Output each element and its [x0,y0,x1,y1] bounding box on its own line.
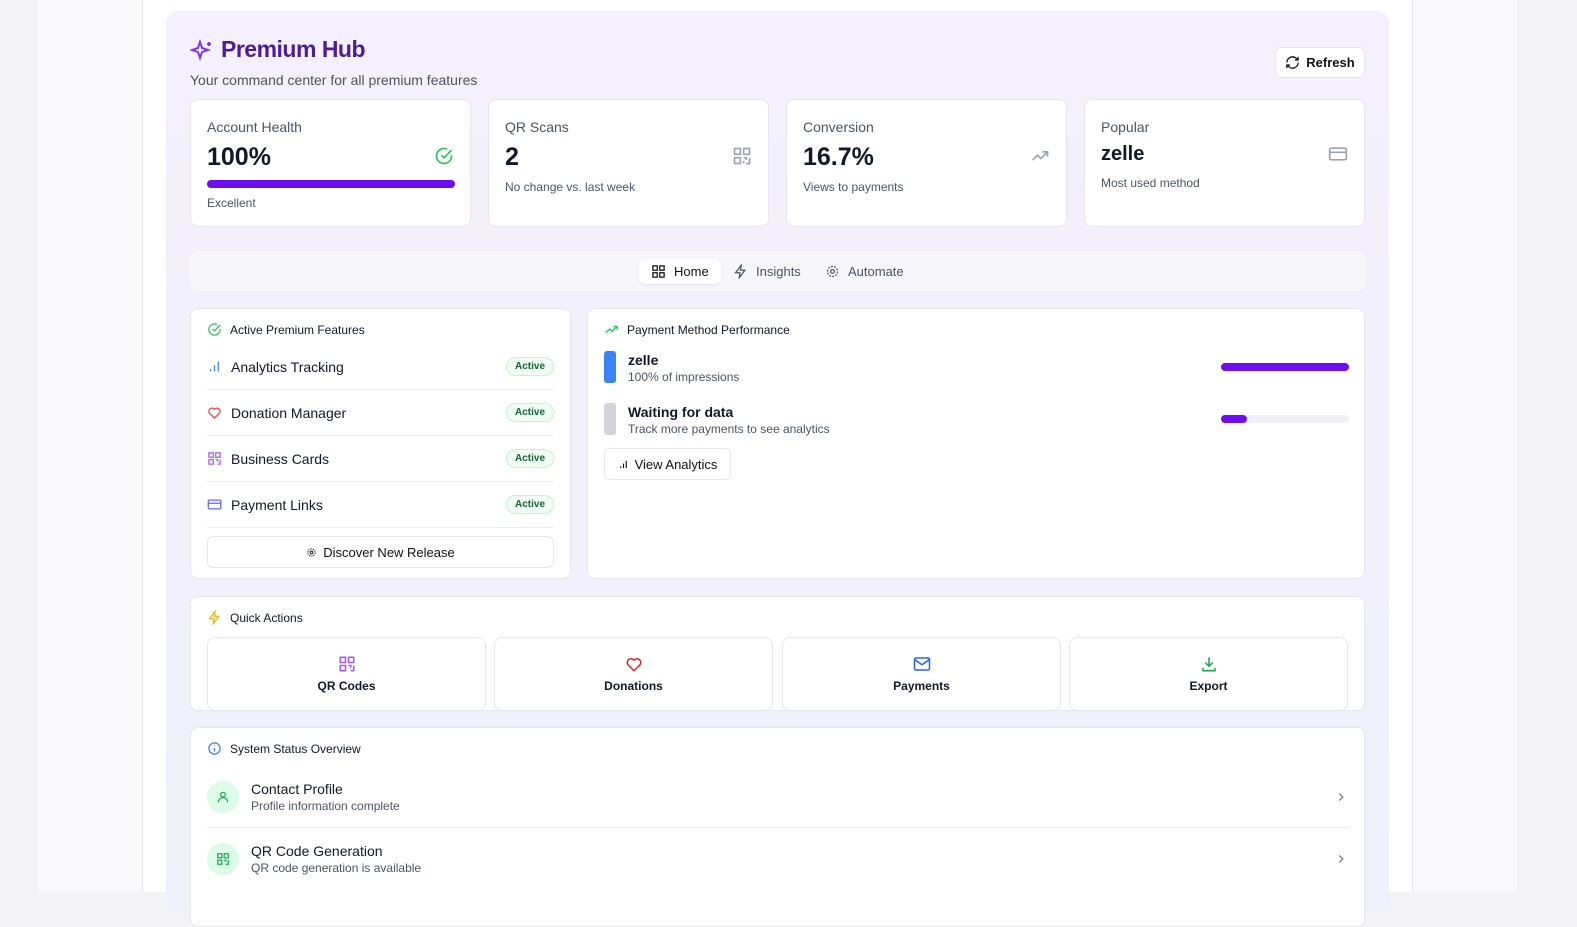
tab-label: Home [674,264,709,279]
stat-label: Conversion [803,119,874,135]
method-track [1221,415,1349,423]
action-button[interactable]: Donations [494,637,773,711]
qr-icon [733,147,751,165]
stat-value: zelle [1101,143,1145,165]
health-track [207,180,455,188]
refresh-label: Refresh [1306,55,1355,70]
panel-title-text: Active Premium Features [230,322,365,337]
action-label: QR Codes [317,679,376,693]
panel-title: System Status Overview [207,741,361,756]
status-badge: Active [505,403,554,422]
status-name: Contact Profile [251,781,343,797]
tab-label: Automate [848,264,904,279]
method-swatch [604,351,616,383]
trend-icon [1031,151,1049,161]
stat-label: Account Health [207,119,302,135]
method-name: Waiting for data [628,404,734,420]
analytics-button[interactable]: View Analytics [604,448,731,480]
sparkle-icon [190,39,212,62]
feature-row: Donation Manager Active [207,390,554,436]
feature-name: Business Cards [231,450,330,467]
stat-note: Most used method [1101,176,1200,190]
stat-value: 16.7% [803,143,874,171]
feature-name: Payment Links [231,496,323,513]
action-button[interactable]: Export [1069,637,1348,711]
method-detail: 100% of impressions [628,370,740,384]
stat-card: Account Health 100% Excellent [190,99,471,227]
action-label: Export [1189,679,1228,693]
action-button[interactable]: QR Codes [207,637,486,711]
panel-title: Active Premium Features [207,322,365,337]
method-name: zelle [628,352,659,368]
health-bar [207,180,455,188]
stat-card: Popular zelle Most used method [1084,99,1365,227]
system-status-panel: System Status Overview Contact Profile Pr… [190,727,1365,927]
panel-title-text: Payment Method Performance [627,322,790,337]
app: Premium Hub Your command center for all … [142,0,1413,927]
stat-value: 2 [505,143,519,171]
stat-note: Views to payments [803,180,904,194]
method-row: zelle 100% of impressions [604,351,1349,385]
page-title: Premium Hub [221,36,366,62]
stat-label: QR Scans [505,119,569,135]
tab[interactable]: Insights [721,259,813,284]
panel-title-text: System Status Overview [230,741,361,756]
check-icon [435,147,453,165]
action-label: Donations [604,679,663,693]
method-bar [1221,415,1247,423]
refresh-button[interactable]: Refresh [1275,47,1365,78]
method-swatch [604,403,616,435]
card-icon [1328,147,1348,161]
method-row: Waiting for data Track more payments to s… [604,403,1349,437]
stat-value: 100% [207,143,271,171]
panel-title: Quick Actions [207,610,303,625]
method-bar [1221,363,1349,371]
method-track [1221,363,1349,371]
stat-label: Popular [1101,119,1150,135]
button-label: Discover New Release [323,544,455,560]
panel-title-text: Quick Actions [230,610,303,625]
tab-bar: Home Insights Automate [190,251,1365,291]
button-label: View Analytics [634,456,718,472]
status-detail: Profile information complete [251,799,400,813]
status-name: QR Code Generation [251,842,383,859]
feature-row: Business Cards Active [207,436,554,482]
stat-card: Conversion 16.7% Views to payments [786,99,1067,227]
page-subtitle: Your command center for all premium feat… [190,72,478,88]
stat-note: Excellent [207,196,256,210]
status-badge: Active [505,357,554,376]
tab-label: Insights [756,264,801,279]
status-detail: QR code generation is available [251,860,422,875]
features-panel: Active Premium Features Analytics Tracki… [190,308,571,579]
feature-row: Payment Links Active [207,482,554,528]
status-badge: Active [505,449,554,468]
feature-name: Donation Manager [231,404,347,421]
stat-card: QR Scans 2 No change vs. last week [488,99,769,227]
method-detail: Track more payments to see analytics [628,422,830,436]
discover-button[interactable]: Discover New Release [207,536,554,568]
status-row[interactable]: QR Code Generation QR code generation is … [207,828,1348,889]
payment-panel: Payment Method Performance zelle 100% of … [587,308,1365,579]
panel-title: Payment Method Performance [604,322,790,337]
feature-name: Analytics Tracking [231,358,344,375]
status-badge: Active [505,495,554,514]
stat-note: No change vs. last week [505,180,636,194]
tab[interactable]: Automate [813,259,916,284]
action-label: Payments [893,679,950,693]
action-button[interactable]: Payments [782,637,1061,711]
feature-row: Analytics Tracking Active [207,344,554,390]
status-row[interactable]: Contact Profile Profile information compl… [207,767,1348,828]
quick-actions-panel: Quick Actions QR Codes Donations Payment… [190,596,1365,711]
tab[interactable]: Home [639,259,721,284]
